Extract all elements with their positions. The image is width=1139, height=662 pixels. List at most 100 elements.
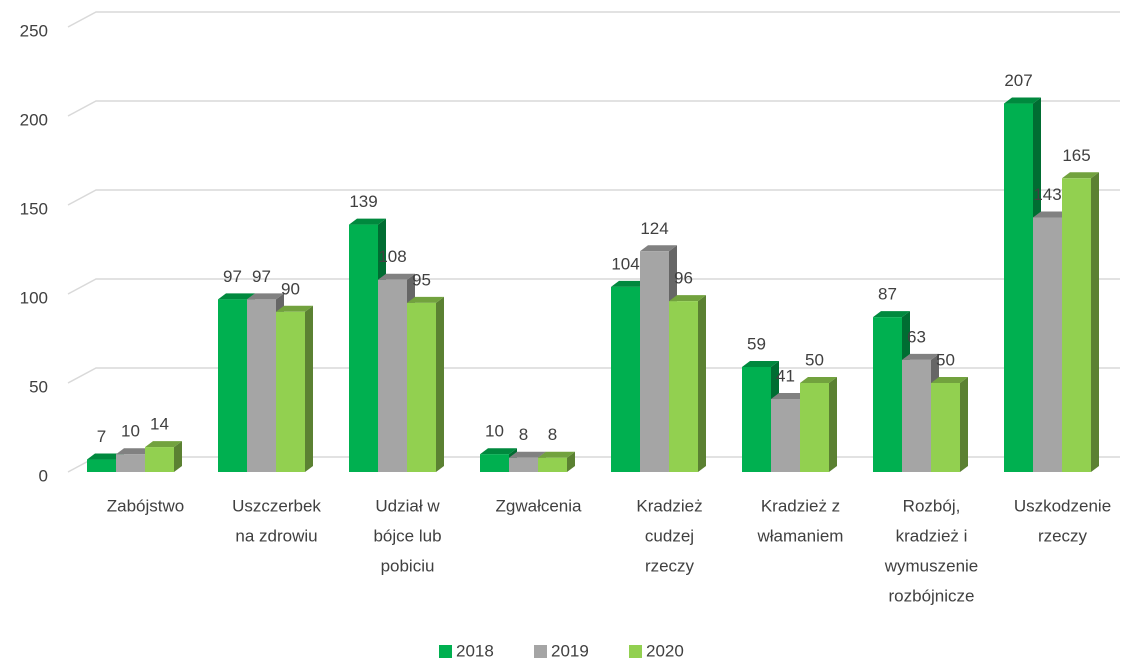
bar-top bbox=[640, 245, 677, 252]
bar-side bbox=[1091, 172, 1099, 473]
value-label: 165 bbox=[1062, 146, 1090, 165]
y-tick-label: 50 bbox=[29, 377, 48, 396]
bar-top bbox=[538, 451, 575, 458]
x-tick-label: pobiciu bbox=[381, 556, 435, 575]
bar bbox=[218, 299, 247, 472]
bar-side bbox=[829, 377, 837, 472]
legend-swatch bbox=[439, 645, 452, 658]
bar bbox=[145, 447, 174, 472]
bar-side bbox=[567, 451, 575, 472]
bar-top bbox=[669, 295, 706, 302]
bar bbox=[640, 251, 669, 472]
bar bbox=[480, 454, 509, 472]
bar bbox=[1004, 103, 1033, 472]
x-tick-label: włamaniem bbox=[757, 526, 844, 545]
x-tick-label: wymuszenie bbox=[884, 556, 979, 575]
bar bbox=[349, 224, 378, 472]
bar-top bbox=[611, 280, 648, 287]
bar bbox=[873, 317, 902, 472]
y-tick-label: 150 bbox=[20, 199, 48, 218]
y-tick-label: 250 bbox=[20, 21, 48, 40]
bar-top bbox=[145, 441, 182, 448]
bar-side bbox=[174, 441, 182, 472]
bar-top bbox=[1033, 211, 1070, 218]
bar-top bbox=[247, 293, 284, 300]
x-tick-label: Kradzież z bbox=[761, 496, 840, 515]
bar bbox=[1062, 178, 1091, 473]
bar-top bbox=[742, 360, 779, 367]
bar bbox=[276, 311, 305, 472]
x-tick-label: rzeczy bbox=[1038, 526, 1088, 545]
y-tick-label: 0 bbox=[39, 466, 48, 485]
grid-line bbox=[67, 189, 1120, 206]
value-label: 90 bbox=[281, 279, 300, 298]
bar bbox=[247, 299, 276, 472]
bar-top bbox=[276, 305, 313, 312]
bar-top bbox=[902, 353, 939, 360]
value-label: 10 bbox=[485, 422, 504, 441]
bar bbox=[931, 383, 960, 472]
x-tick-label: rozbójnicze bbox=[889, 586, 975, 605]
value-label: 50 bbox=[805, 350, 824, 369]
bar bbox=[116, 454, 145, 472]
bar-top bbox=[218, 293, 255, 300]
bar bbox=[771, 399, 800, 472]
grid-line bbox=[67, 278, 1120, 295]
bar-side bbox=[436, 296, 444, 472]
value-label: 143 bbox=[1033, 185, 1061, 204]
x-tick-label: Zgwałcenia bbox=[496, 496, 583, 515]
bar bbox=[902, 359, 931, 472]
x-tick-label: na zdrowiu bbox=[235, 526, 317, 545]
value-label: 8 bbox=[548, 425, 557, 444]
bar-top bbox=[116, 448, 153, 455]
bar-top bbox=[349, 218, 386, 225]
value-label: 8 bbox=[519, 425, 528, 444]
legend-label: 2020 bbox=[646, 641, 684, 660]
legend-label: 2018 bbox=[456, 641, 494, 660]
bar-top bbox=[771, 393, 808, 400]
x-tick-label: Kradzież bbox=[636, 496, 702, 515]
grid-line bbox=[67, 100, 1120, 117]
bar bbox=[538, 457, 567, 472]
value-label: 10 bbox=[121, 422, 140, 441]
bar-top bbox=[1004, 97, 1041, 104]
legend-swatch bbox=[534, 645, 547, 658]
bar-top bbox=[800, 377, 837, 383]
bar bbox=[800, 383, 829, 472]
y-tick-label: 100 bbox=[20, 288, 48, 307]
grid-line bbox=[67, 11, 1120, 28]
value-label: 104 bbox=[611, 254, 639, 273]
x-tick-label: Udział w bbox=[375, 496, 440, 515]
x-tick-label: rzeczy bbox=[645, 556, 695, 575]
value-label: 97 bbox=[223, 267, 242, 286]
value-label: 124 bbox=[640, 219, 668, 238]
x-tick-label: Rozbój, bbox=[903, 496, 961, 515]
x-tick-label: Uszkodzenie bbox=[1014, 496, 1111, 515]
bar-top bbox=[407, 296, 444, 303]
bar bbox=[407, 302, 436, 472]
value-label: 96 bbox=[674, 269, 693, 288]
value-label: 95 bbox=[412, 270, 431, 289]
bar-side bbox=[305, 305, 313, 472]
bar bbox=[611, 286, 640, 472]
x-tick-label: cudzej bbox=[645, 526, 694, 545]
value-label: 41 bbox=[776, 367, 795, 386]
bar-side bbox=[698, 295, 706, 472]
bar-top bbox=[931, 377, 968, 383]
value-label: 87 bbox=[878, 285, 897, 304]
bar-side bbox=[960, 377, 968, 472]
value-label: 207 bbox=[1004, 71, 1032, 90]
legend-label: 2019 bbox=[551, 641, 589, 660]
bar-top bbox=[1062, 172, 1099, 179]
value-label: 59 bbox=[747, 334, 766, 353]
y-tick-label: 200 bbox=[20, 110, 48, 129]
bar-top bbox=[378, 273, 415, 280]
value-label: 7 bbox=[97, 427, 106, 446]
x-tick-label: kradzież i bbox=[896, 526, 968, 545]
value-label: 97 bbox=[252, 267, 271, 286]
x-tick-label: Zabójstwo bbox=[107, 496, 184, 515]
value-label: 14 bbox=[150, 415, 169, 434]
bar bbox=[378, 279, 407, 472]
bar bbox=[669, 301, 698, 472]
